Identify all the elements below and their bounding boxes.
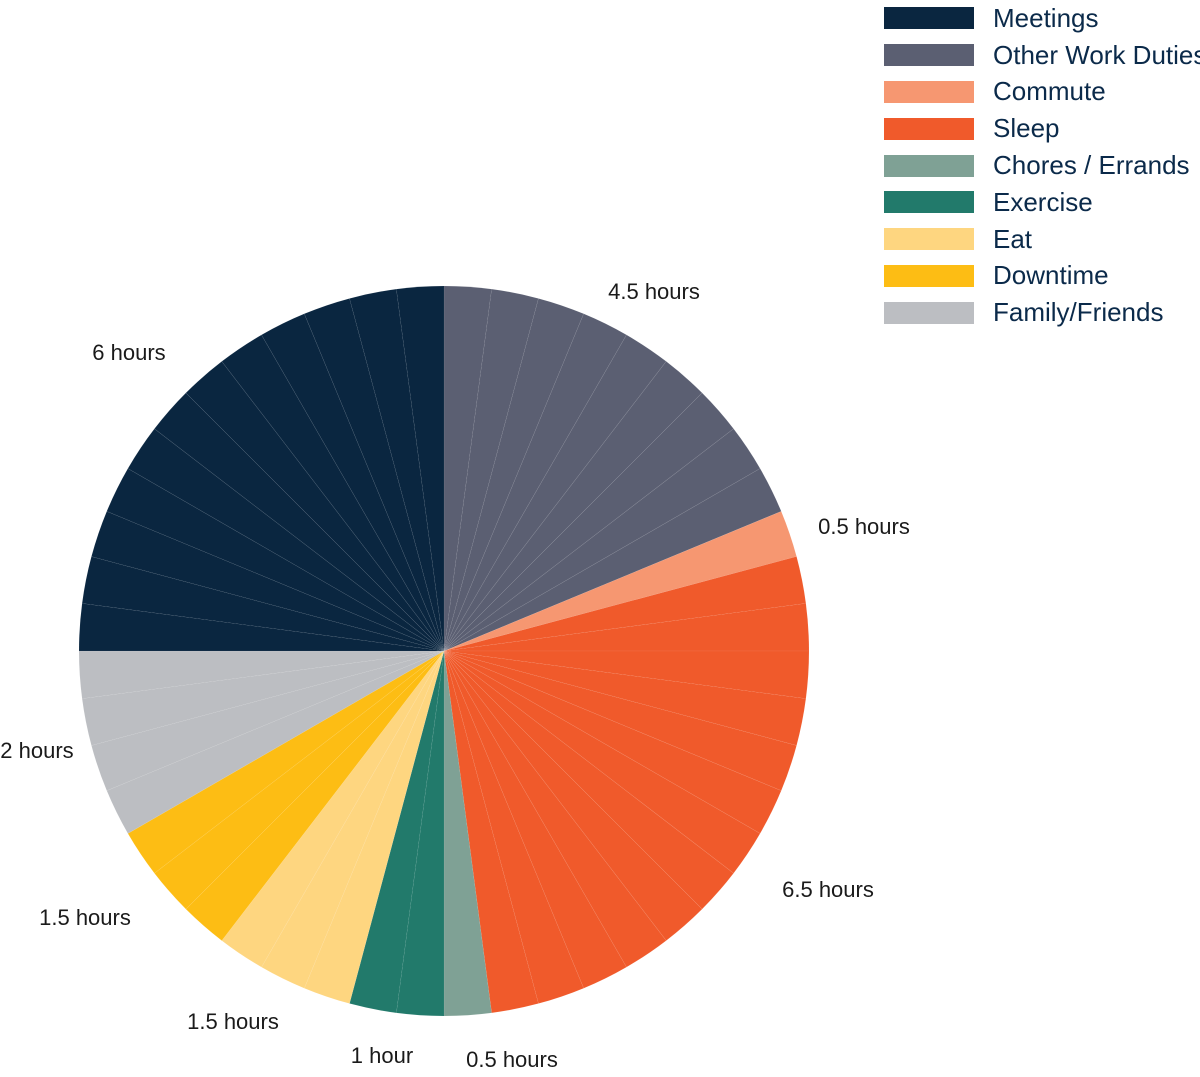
- pie-labels: 4.5 hours 0.5 hours 6.5 hours 0.5 hours 1 ho…: [0, 279, 910, 1072]
- legend-label: Downtime: [993, 260, 1109, 291]
- legend-item-meetings: Meetings: [884, 0, 1200, 37]
- data-label-sleep: 6.5 hours: [782, 877, 874, 902]
- pie-slice-commute-part-1: [443, 510, 797, 652]
- slice-chores-errands: [443, 650, 492, 1017]
- slice-commute: [443, 510, 797, 652]
- pie-slice-meetings-part-8: [221, 334, 445, 652]
- legend-swatch: [884, 44, 974, 67]
- pie-slice-exercise-part-2: [349, 650, 445, 1014]
- legend-label: Chores / Errands: [993, 150, 1190, 181]
- legend-label: Meetings: [993, 2, 1099, 33]
- slice-other-work-duties: [443, 285, 782, 652]
- legend-swatch: [884, 301, 974, 324]
- pie-slice-downtime-part-2: [154, 650, 445, 910]
- slice-exercise: [349, 650, 445, 1017]
- legend-label: Other Work Duties: [993, 39, 1200, 70]
- legend-item-family-friends: Family/Friends: [884, 294, 1200, 331]
- pie-slice-downtime-part-3: [127, 650, 445, 874]
- pie-slice-other-work-duties-part-6: [443, 361, 703, 652]
- pie-slice-other-work-duties-part-4: [443, 313, 627, 652]
- data-label-commute: 0.5 hours: [818, 514, 910, 539]
- legend-label: Family/Friends: [993, 297, 1164, 328]
- pie-slice-eat-part-1: [303, 650, 445, 1004]
- legend-item-commute: Commute: [884, 74, 1200, 111]
- data-label-meetings: 6 hours: [92, 340, 165, 365]
- slice-family-friends: [78, 650, 445, 834]
- chart-legend: Meetings Other Work Duties Commute Sleep Cho…: [884, 0, 1200, 331]
- data-label-family-friends: 2 hours: [0, 738, 73, 763]
- data-label-chores-errands: 0.5 hours: [466, 1047, 558, 1072]
- pie-slice-sleep-part-8: [443, 650, 734, 910]
- pie-slice-other-work-duties-part-9: [443, 468, 782, 652]
- pie-slice-other-work-duties-part-3: [443, 298, 585, 652]
- pie-slice-meetings-part-5: [127, 428, 445, 652]
- pie-slice-sleep-part-4: [443, 650, 807, 746]
- pie-slice-family-friends-part-2: [91, 650, 445, 792]
- pie-slice-sleep-part-9: [443, 650, 703, 941]
- data-label-eat: 1.5 hours: [187, 1009, 279, 1034]
- pie-slice-sleep-part-6: [443, 650, 782, 834]
- legend-label: Commute: [993, 76, 1106, 107]
- pie-slice-other-work-duties-part-5: [443, 334, 667, 652]
- legend-swatch: [884, 80, 974, 103]
- legend-swatch: [884, 7, 974, 30]
- pie-slices: [78, 285, 810, 1017]
- pie-slice-family-friends-part-4: [78, 650, 445, 699]
- pie-slice-sleep-part-1: [443, 556, 807, 652]
- data-label-exercise: 1 hour: [351, 1043, 413, 1068]
- pie-slice-sleep-part-10: [443, 650, 667, 968]
- pie-slice-chores-errands-part-1: [443, 650, 492, 1017]
- legend-item-sleep: Sleep: [884, 110, 1200, 147]
- pie-slice-sleep-part-13: [443, 650, 539, 1014]
- pie-slice-meetings-part-12: [396, 285, 445, 652]
- pie-slice-other-work-duties-part-2: [443, 288, 539, 652]
- pie-slice-meetings-part-6: [154, 392, 445, 652]
- legend-item-other-work-duties: Other Work Duties: [884, 37, 1200, 74]
- legend-item-chores-errands: Chores / Errands: [884, 147, 1200, 184]
- slice-meetings: [78, 285, 445, 652]
- legend-item-downtime: Downtime: [884, 258, 1200, 295]
- legend-swatch: [884, 154, 974, 177]
- pie-slice-meetings-part-7: [185, 361, 445, 652]
- legend-swatch: [884, 191, 974, 214]
- pie-slice-meetings-part-9: [261, 313, 445, 652]
- pie-slice-family-friends-part-3: [81, 650, 445, 746]
- legend-item-exercise: Exercise: [884, 184, 1200, 221]
- pie-slice-meetings-part-11: [349, 288, 445, 652]
- data-label-downtime: 1.5 hours: [39, 905, 131, 930]
- legend-label: Exercise: [993, 186, 1093, 217]
- legend-swatch: [884, 264, 974, 287]
- legend-item-eat: Eat: [884, 221, 1200, 258]
- pie-slice-meetings-part-3: [91, 510, 445, 652]
- pie-slice-sleep-part-3: [443, 650, 810, 699]
- legend-label: Sleep: [993, 113, 1060, 144]
- pie-slice-eat-part-3: [221, 650, 445, 968]
- legend-swatch: [884, 228, 974, 251]
- pie-slice-sleep-part-11: [443, 650, 627, 989]
- pie-slice-sleep-part-12: [443, 650, 585, 1004]
- pie-slice-downtime-part-1: [185, 650, 445, 941]
- legend-swatch: [884, 117, 974, 140]
- pie-slice-sleep-part-5: [443, 650, 797, 792]
- pie-slice-meetings-part-4: [106, 468, 445, 652]
- pie-slice-family-friends-part-1: [106, 650, 445, 834]
- pie-slice-sleep-part-2: [443, 603, 810, 652]
- pie-slice-meetings-part-1: [78, 603, 445, 652]
- pie-slice-other-work-duties-part-1: [443, 285, 492, 652]
- pie-slice-sleep-part-7: [443, 650, 761, 874]
- pie-slice-meetings-part-10: [303, 298, 445, 652]
- pie-slice-eat-part-2: [261, 650, 445, 989]
- slice-downtime: [127, 650, 445, 941]
- pie-slice-other-work-duties-part-7: [443, 392, 734, 652]
- pie-slice-meetings-part-2: [81, 556, 445, 652]
- pie-slice-other-work-duties-part-8: [443, 428, 761, 652]
- pie-slice-exercise-part-1: [396, 650, 445, 1017]
- slice-sleep: [443, 556, 810, 1014]
- data-label-other-work-duties: 4.5 hours: [608, 279, 700, 304]
- slice-eat: [221, 650, 445, 1004]
- legend-label: Eat: [993, 223, 1033, 254]
